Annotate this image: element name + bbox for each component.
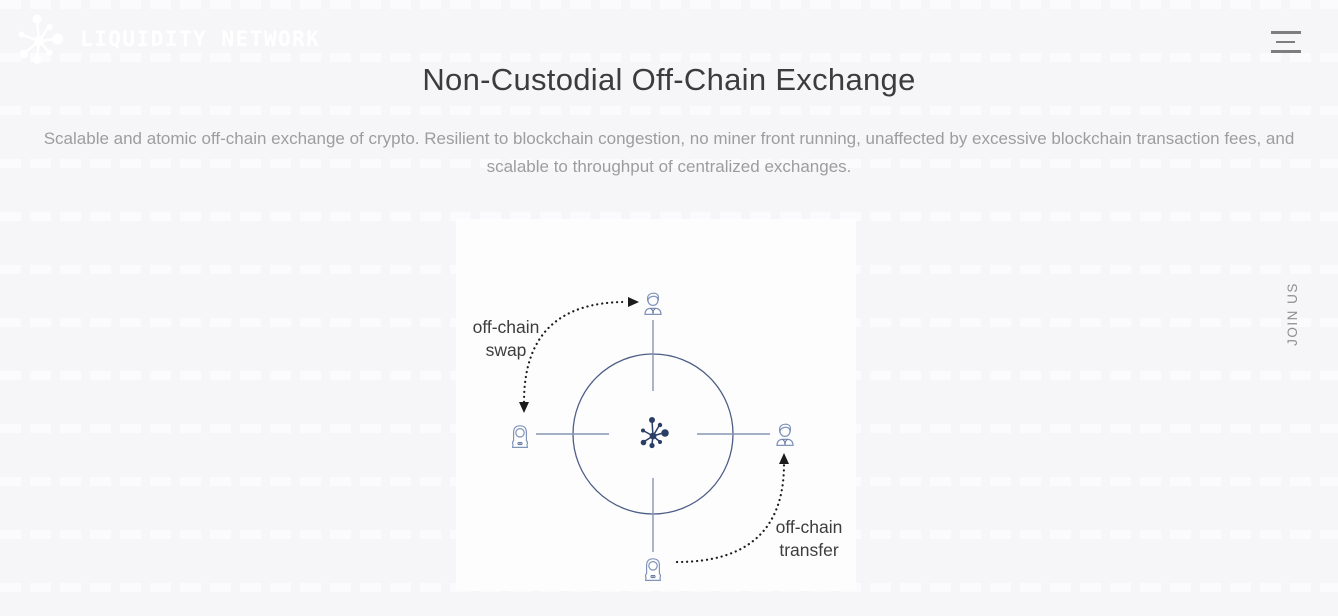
hub-icon xyxy=(640,417,669,449)
hamburger-icon xyxy=(1276,40,1295,44)
connector-lines xyxy=(536,320,770,552)
exchange-diagram: off-chain swap off-chain transfer xyxy=(473,292,843,582)
transfer-arrow xyxy=(675,453,789,564)
liquidity-logo-icon[interactable] xyxy=(10,8,72,70)
menu-button[interactable] xyxy=(1271,31,1301,53)
hamburger-icon xyxy=(1271,50,1301,53)
user-left-icon xyxy=(511,425,529,448)
user-top-icon xyxy=(644,292,662,316)
swap-label-line1: off-chain xyxy=(473,317,540,337)
transfer-label-line1: off-chain xyxy=(776,517,843,537)
swap-label-line2: swap xyxy=(486,340,527,360)
page-subtitle: Scalable and atomic off-chain exchange o… xyxy=(43,129,1295,176)
transfer-label-line2: transfer xyxy=(779,540,838,560)
hamburger-icon xyxy=(1271,31,1301,34)
user-bottom-icon xyxy=(644,558,662,582)
join-us-tab[interactable]: JOIN US xyxy=(1285,282,1300,346)
page-title: Non-Custodial Off-Chain Exchange xyxy=(422,62,916,97)
header: LIQUIDITY NETWORK xyxy=(10,8,320,70)
brand-name[interactable]: LIQUIDITY NETWORK xyxy=(80,27,321,51)
user-right-icon xyxy=(776,423,794,447)
swap-arrow xyxy=(519,297,639,413)
